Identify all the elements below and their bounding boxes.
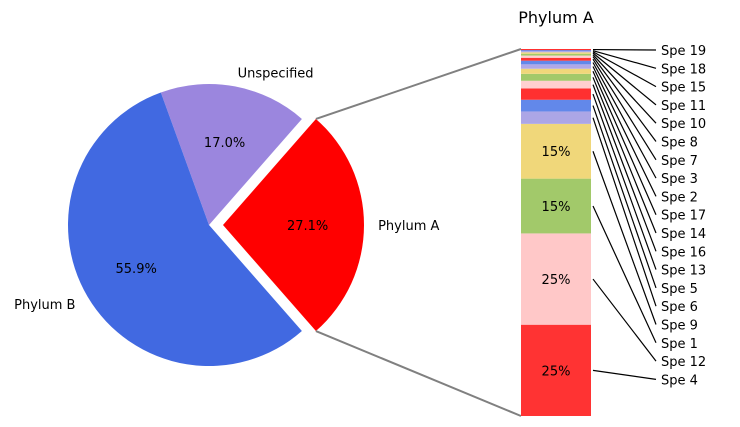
pie-bar-connectors bbox=[315, 48, 522, 417]
bar-category-label: Spe 13 bbox=[661, 264, 706, 279]
bar-category-label: Spe 8 bbox=[661, 136, 698, 151]
leader-line bbox=[592, 56, 657, 142]
bar-category-label: Spe 10 bbox=[661, 117, 706, 132]
bar-segment bbox=[521, 88, 591, 100]
leader-line bbox=[592, 84, 657, 252]
pie-category-label: Unspecified bbox=[238, 67, 314, 82]
leader-line bbox=[592, 93, 657, 270]
pie-value-label: 55.9% bbox=[116, 262, 157, 277]
bar-category-label: Spe 2 bbox=[661, 190, 698, 205]
pie-slice bbox=[223, 118, 364, 332]
bar-segment bbox=[521, 80, 591, 89]
leader-line bbox=[592, 62, 657, 179]
bar-category-label: Spe 15 bbox=[661, 81, 706, 96]
bar-category-label: Spe 17 bbox=[661, 209, 706, 224]
bar-value-label: 15% bbox=[542, 200, 571, 215]
leader-line bbox=[592, 52, 657, 106]
bar-value-label: 25% bbox=[542, 364, 571, 379]
leader-line bbox=[592, 51, 657, 88]
bar-category-labels: Spe 4 Spe 12 Spe 1 Spe 9 Spe 6 Spe 5 Spe 13 Spe… bbox=[661, 44, 706, 388]
bar-segment bbox=[521, 52, 591, 54]
leader-line bbox=[592, 77, 657, 234]
bar-category-label: Spe 19 bbox=[661, 44, 706, 59]
connector-line-top bbox=[315, 48, 522, 120]
bar-segment bbox=[521, 123, 591, 179]
leader-line bbox=[592, 58, 657, 161]
bar-category-label: Spe 1 bbox=[661, 337, 698, 352]
leader-line bbox=[592, 50, 657, 69]
bar-category-label: Spe 4 bbox=[661, 373, 698, 388]
pie-category-label: Phylum B bbox=[14, 298, 75, 313]
leader-line bbox=[592, 278, 657, 362]
bar-segment bbox=[521, 55, 591, 58]
bar-segment bbox=[521, 53, 591, 56]
bar-segment bbox=[521, 68, 591, 74]
pie-value-label: 27.1% bbox=[287, 219, 328, 234]
bar-category-label: Spe 14 bbox=[661, 227, 706, 242]
bar-segment bbox=[521, 111, 591, 124]
bar-segment bbox=[521, 178, 591, 234]
bar-category-label: Spe 18 bbox=[661, 62, 706, 77]
bar-value-label: 15% bbox=[542, 145, 571, 160]
bar-category-label: Spe 6 bbox=[661, 300, 698, 315]
bar-segment bbox=[521, 49, 591, 51]
pie-category-label: Phylum A bbox=[378, 219, 439, 234]
bar-category-label: Spe 9 bbox=[661, 319, 698, 334]
pie-value-label: 17.0% bbox=[204, 136, 245, 151]
bar-segment bbox=[521, 324, 591, 416]
bar-category-label: Spe 16 bbox=[661, 245, 706, 260]
leader-line bbox=[592, 71, 657, 215]
bar-segment bbox=[521, 233, 591, 325]
bar-chart-title: Phylum A bbox=[518, 8, 594, 27]
leader-line bbox=[592, 369, 657, 380]
leader-line bbox=[592, 117, 657, 307]
bar-segment bbox=[521, 64, 591, 69]
leader-line bbox=[592, 205, 657, 344]
bar-segment bbox=[521, 60, 591, 65]
bar-segment bbox=[521, 57, 591, 61]
bar-category-label: Spe 3 bbox=[661, 172, 698, 187]
leader-line bbox=[592, 54, 657, 124]
connector-line-bottom bbox=[315, 330, 522, 417]
leader-line bbox=[592, 105, 657, 289]
bar-segment bbox=[521, 73, 591, 81]
pie-slice bbox=[67, 92, 302, 367]
bar-category-label: Spe 5 bbox=[661, 282, 698, 297]
leader-line bbox=[592, 151, 657, 325]
bar-segment bbox=[521, 51, 591, 53]
pie-slice bbox=[160, 83, 302, 225]
pie-chart: 27.1% Phylum A 17.0% Unspecified 55.9% Phylum… bbox=[14, 67, 440, 367]
bar-segment bbox=[521, 50, 591, 52]
bar-leader-lines bbox=[592, 48, 657, 380]
bar-category-label: Spe 12 bbox=[661, 355, 706, 370]
bar-segment bbox=[521, 99, 591, 112]
stacked-bar-chart: 25% 25% 15% 15% bbox=[521, 49, 591, 416]
bar-category-label: Spe 7 bbox=[661, 154, 698, 169]
bar-value-label: 25% bbox=[542, 273, 571, 288]
bar-category-label: Spe 11 bbox=[661, 99, 706, 114]
leader-line bbox=[592, 66, 657, 197]
